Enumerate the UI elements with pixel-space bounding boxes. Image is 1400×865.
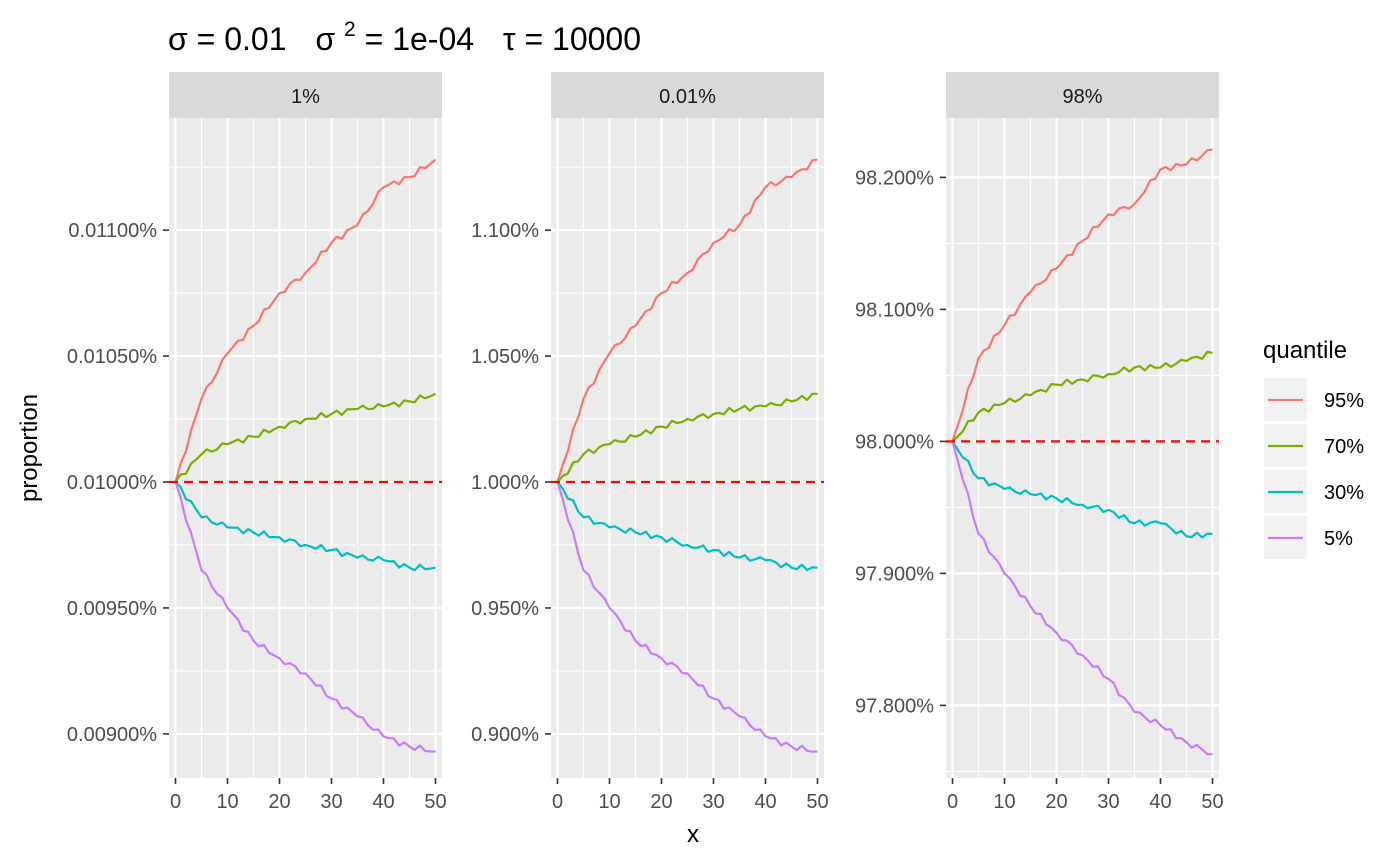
facet-strip <box>551 72 824 118</box>
series-line-30pct <box>951 440 1213 539</box>
facet-panel: 98% 0 10 20 30 40 50 97.800% 97.900% 98.000% 98.10… <box>855 72 1224 813</box>
y-tick-label: 0.01050% <box>67 346 157 368</box>
series-line-5pct <box>951 441 1213 756</box>
facet-panels: 1% 0 10 20 30 40 50 0.00900% 0.00950% 0.01000% 0.0… <box>67 72 1224 813</box>
legend-label: 95% <box>1324 390 1364 412</box>
y-tick-label: 0.950% <box>471 598 539 620</box>
x-tick-label: 0 <box>552 791 563 813</box>
facet-strip <box>169 72 442 118</box>
facet-strip <box>946 72 1219 118</box>
x-tick-label: 20 <box>1045 791 1067 813</box>
y-tick-label: 98.100% <box>855 299 934 321</box>
y-tick-label: 0.00950% <box>67 598 157 620</box>
y-tick-label: 98.200% <box>855 167 934 189</box>
title-sigma2-base: σ <box>315 21 335 57</box>
title-sigma2-value: = 1e-04 <box>365 21 474 57</box>
x-tick-label: 20 <box>268 791 290 813</box>
series-line-5pct <box>174 481 436 753</box>
x-tick-label: 10 <box>598 791 620 813</box>
legend-label: 5% <box>1324 528 1353 550</box>
legend-label: 30% <box>1324 482 1364 504</box>
x-tick-label: 0 <box>170 791 181 813</box>
y-tick-label: 0.900% <box>471 724 539 746</box>
x-tick-label: 50 <box>424 791 446 813</box>
x-tick-label: 10 <box>993 791 1015 813</box>
facet-strip-label: 98% <box>1062 86 1102 108</box>
legend-label: 70% <box>1324 436 1364 458</box>
y-tick-label: 0.01100% <box>68 220 157 242</box>
legend-title: quantile <box>1263 337 1347 364</box>
x-tick-label: 30 <box>702 791 724 813</box>
x-tick-label: 30 <box>320 791 342 813</box>
y-tick-label: 0.00900% <box>67 724 157 746</box>
x-tick-label: 40 <box>372 791 394 813</box>
x-tick-label: 50 <box>806 791 828 813</box>
y-tick-label: 97.800% <box>855 695 934 717</box>
facet-strip-label: 0.01% <box>659 86 716 108</box>
x-tick-label: 0 <box>947 791 958 813</box>
y-tick-label: 98.000% <box>855 431 934 453</box>
title-sigma: σ = 0.01 <box>168 21 287 57</box>
y-tick-label: 0.01000% <box>67 472 157 494</box>
series-line-95pct <box>174 158 437 483</box>
legend: quantile 95% 70% 30% 5% <box>1263 337 1364 559</box>
y-tick-label: 1.050% <box>471 346 539 368</box>
series-line-30pct <box>174 481 436 572</box>
x-tick-label: 50 <box>1201 791 1223 813</box>
title-sigma2-exponent: 2 <box>344 18 356 41</box>
series-line-70pct <box>951 350 1213 443</box>
y-tick-label: 97.900% <box>855 563 934 585</box>
series-line-70pct <box>174 392 436 483</box>
series-line-95pct <box>951 148 1213 442</box>
facet-strip-label: 1% <box>291 86 320 108</box>
x-axis-title: x <box>687 821 699 848</box>
y-axis-title: proportion <box>16 394 43 502</box>
facet-panel: 1% 0 10 20 30 40 50 0.00900% 0.00950% 0.01000% 0.0… <box>67 72 447 813</box>
x-tick-label: 10 <box>216 791 238 813</box>
series-line-70pct <box>556 392 818 483</box>
y-tick-label: 1.000% <box>471 472 539 494</box>
chart-title: σ = 0.01 σ 2 = 1e-04 τ = 10000 <box>168 7 641 57</box>
x-tick-label: 20 <box>650 791 672 813</box>
facet-panel: 0.01% 0 10 20 30 40 50 0.900% 0.950% 1.000% 1.050%… <box>471 72 829 813</box>
title-tau: τ = 10000 <box>503 21 641 57</box>
series-line-5pct <box>556 481 818 753</box>
x-tick-label: 30 <box>1097 791 1119 813</box>
x-tick-label: 40 <box>1149 791 1171 813</box>
series-line-95pct <box>556 158 818 483</box>
y-tick-label: 1.100% <box>471 220 539 242</box>
x-tick-label: 40 <box>754 791 776 813</box>
series-line-30pct <box>556 481 818 572</box>
